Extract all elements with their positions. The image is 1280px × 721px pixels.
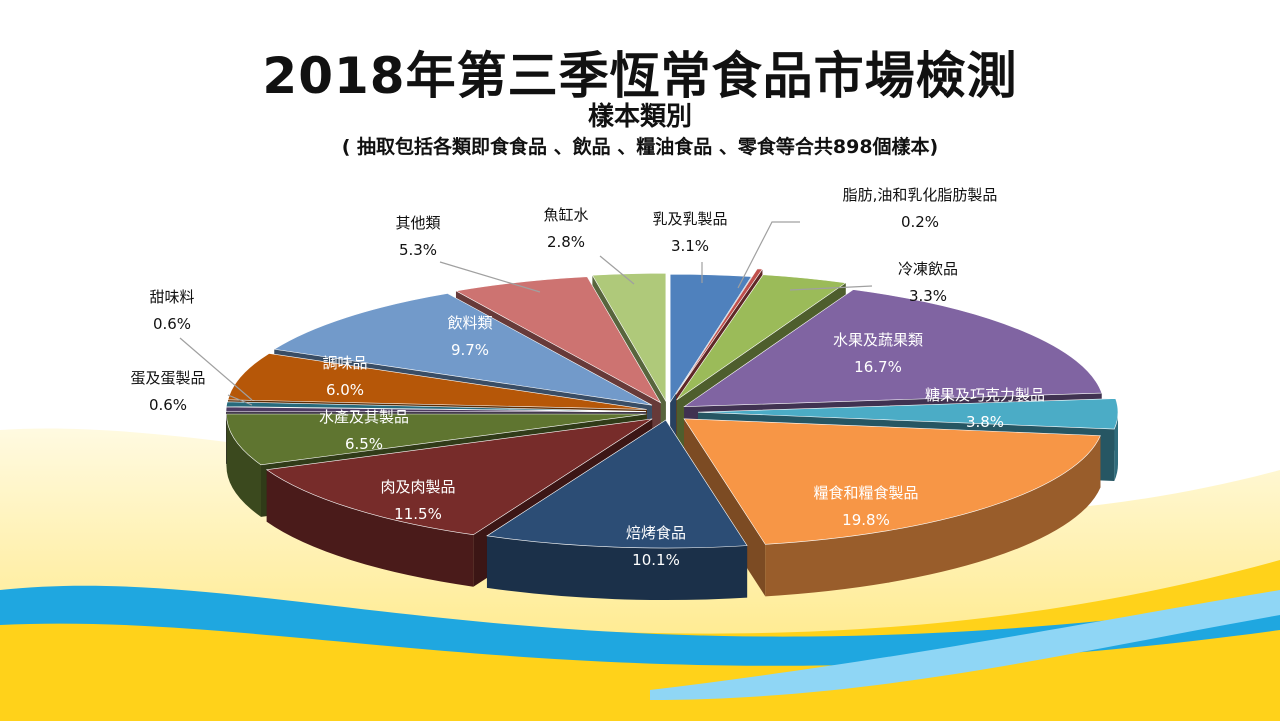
slice-name-label: 脂肪,油和乳化脂肪製品 xyxy=(843,186,998,204)
slice-12 xyxy=(273,293,653,406)
slice-1 xyxy=(675,268,763,395)
slice-value-label: 0.6% xyxy=(149,396,187,414)
slice-name-label: 糧食和糧食製品 xyxy=(813,484,918,502)
leader-lines xyxy=(179,221,873,406)
slice-10 xyxy=(225,401,647,412)
slice-2 xyxy=(676,274,847,401)
leader-line-9 xyxy=(227,394,253,406)
slice-value-label: 10.1% xyxy=(632,551,680,569)
leader-line-10 xyxy=(179,337,253,401)
slice-value-label: 0.2% xyxy=(901,213,939,231)
slice-0 xyxy=(669,273,752,404)
slice-8 xyxy=(226,413,647,466)
slice-6 xyxy=(486,419,748,549)
slice-value-label: 16.7% xyxy=(854,358,902,376)
slice-value-label: 6.5% xyxy=(345,435,383,453)
slice-labels: 乳及乳製品 3.1% 脂肪,油和乳化脂肪製品 0.2% 冷凍飲品 3.3% 水果及蔬果類 16… xyxy=(130,186,1045,569)
slice-value-label: 3.3% xyxy=(909,287,947,305)
slice-name-label: 蛋及蛋製品 xyxy=(130,369,205,387)
slice-value-label: 2.8% xyxy=(547,233,585,251)
slice-7 xyxy=(265,418,653,536)
slice-name-label: 乳及乳製品 xyxy=(652,210,727,228)
slice-3 xyxy=(683,289,1103,408)
slice-value-label: 5.3% xyxy=(399,241,437,259)
slice-11 xyxy=(227,353,647,410)
slice-value-label: 3.8% xyxy=(966,413,1004,431)
slice-value-label: 11.5% xyxy=(394,505,442,523)
leader-line-2 xyxy=(789,285,873,291)
pie-tops xyxy=(225,268,1119,549)
slice-name-label: 水果及蔬果類 xyxy=(833,331,923,349)
slice-14 xyxy=(591,272,667,403)
light-blue-wave xyxy=(650,590,1280,700)
sample-note: ( 抽取包括各類即食食品 、飲品 、糧油食品 、零食等合共898個樣本) xyxy=(341,136,939,158)
slice-value-label: 19.8% xyxy=(842,511,890,529)
slice-name-label: 魚缸水 xyxy=(543,206,588,224)
slice-value-label: 9.7% xyxy=(451,341,489,359)
slice-name-label: 冷凍飲品 xyxy=(898,260,958,278)
slice-4 xyxy=(697,398,1119,430)
slice-name-label: 甜味料 xyxy=(149,288,194,306)
slice-9 xyxy=(225,406,647,413)
slice-name-label: 其他類 xyxy=(395,214,440,232)
slice-value-label: 6.0% xyxy=(326,381,364,399)
slice-name-label: 肉及肉製品 xyxy=(380,478,455,496)
slice-name-label: 焙烤食品 xyxy=(626,524,686,542)
slice-name-label: 水產及其製品 xyxy=(319,408,409,426)
chart-subtitle: 樣本類別 xyxy=(587,102,692,132)
page-title: 2018年第三季恆常食品市場檢測 xyxy=(262,47,1018,105)
slice-value-label: 0.6% xyxy=(153,315,191,333)
leader-line-13 xyxy=(439,261,541,293)
slice-name-label: 飲料類 xyxy=(447,314,492,332)
slice-13 xyxy=(455,276,662,404)
slice-value-label: 3.1% xyxy=(671,237,709,255)
slice-5 xyxy=(683,418,1101,545)
leader-line-14 xyxy=(599,255,635,285)
leader-line-1 xyxy=(737,221,800,289)
slice-name-label: 糖果及巧克力製品 xyxy=(925,386,1045,404)
slice-name-label: 調味品 xyxy=(322,354,367,372)
